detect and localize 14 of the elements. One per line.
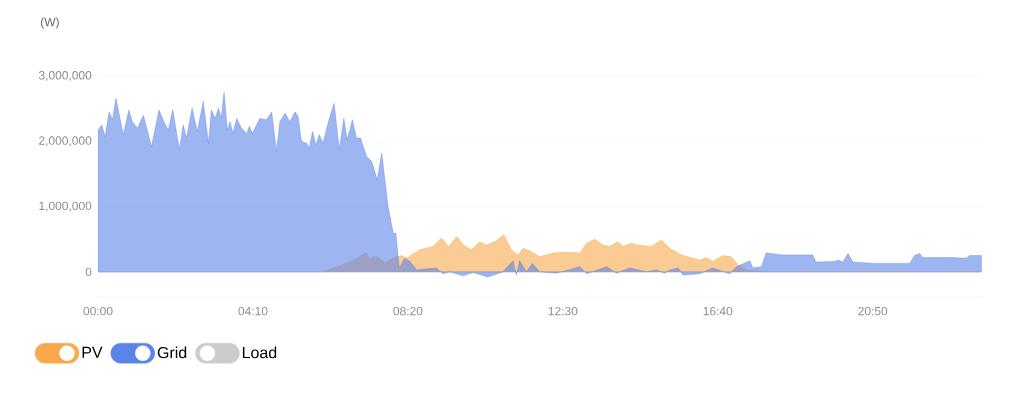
- y-tick-label: 2,000,000: [39, 136, 92, 147]
- legend-label: Load: [242, 346, 277, 359]
- y-axis-title: (W): [41, 17, 59, 29]
- x-tick-label: 20:50: [858, 306, 888, 316]
- x-tick-label: 04:10: [238, 306, 268, 316]
- legend-label: Grid: [157, 346, 187, 359]
- legend-label: PV: [82, 346, 103, 358]
- x-tick-label: 12:30: [548, 306, 578, 316]
- y-tick-label: 1,000,000: [39, 201, 92, 212]
- y-tick-label: 3,000,000: [38, 71, 92, 81]
- y-tick-label: 0: [85, 267, 92, 277]
- x-tick-label: 00:00: [83, 306, 113, 316]
- x-tick-label: 16:40: [703, 306, 733, 316]
- x-tick-label: 08:20: [393, 306, 423, 316]
